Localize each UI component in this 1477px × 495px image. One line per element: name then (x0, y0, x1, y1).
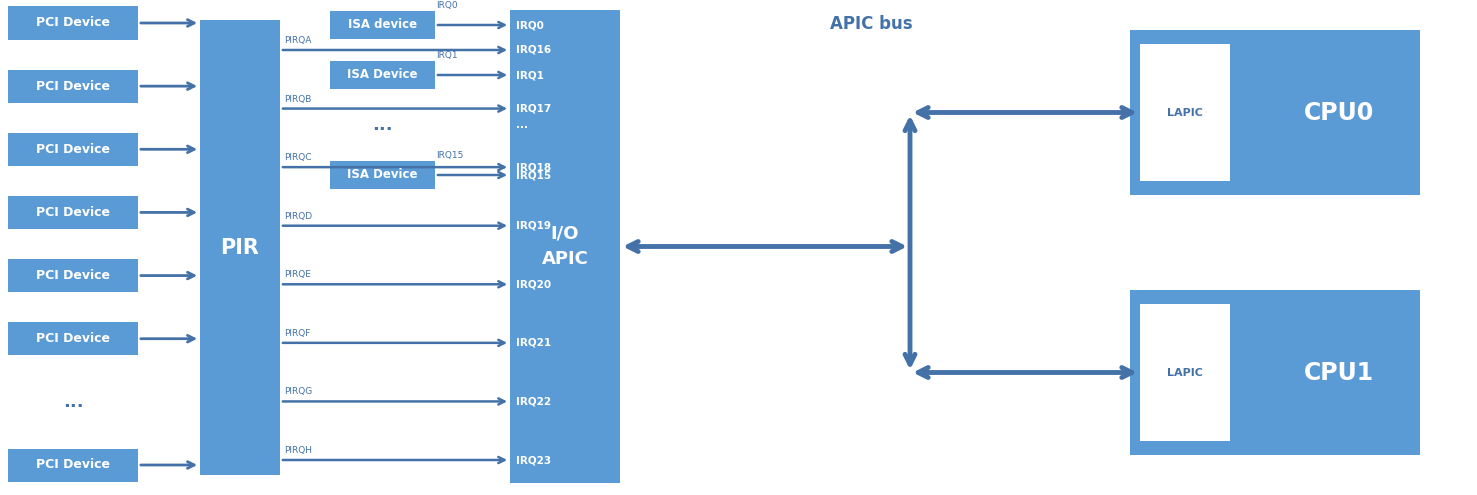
Text: ...: ... (515, 120, 527, 130)
Text: ISA Device: ISA Device (347, 168, 418, 182)
Text: PIRQF: PIRQF (284, 329, 310, 338)
Text: IRQ19: IRQ19 (515, 221, 551, 231)
Text: CPU0: CPU0 (1304, 100, 1374, 125)
Text: IRQ16: IRQ16 (515, 45, 551, 55)
Text: PIR: PIR (220, 238, 260, 257)
Text: CPU1: CPU1 (1304, 360, 1374, 385)
Bar (7, 322, 137, 355)
Text: LAPIC: LAPIC (1167, 367, 1202, 378)
Text: IRQ0: IRQ0 (515, 20, 544, 30)
Text: ...: ... (372, 116, 393, 134)
Text: IRQ0: IRQ0 (436, 1, 458, 10)
Bar (7, 448, 137, 482)
Text: IRQ15: IRQ15 (515, 170, 551, 180)
Text: PCI Device: PCI Device (35, 206, 109, 219)
Bar (1140, 44, 1230, 181)
Bar (7, 133, 137, 166)
Bar (1140, 304, 1230, 441)
Text: PIRQA: PIRQA (284, 36, 312, 45)
Text: PIRQG: PIRQG (284, 388, 312, 396)
Bar (1130, 290, 1419, 455)
Text: IRQ1: IRQ1 (515, 70, 544, 80)
Text: PIRQH: PIRQH (284, 446, 312, 455)
Text: PCI Device: PCI Device (35, 143, 109, 156)
Text: IRQ21: IRQ21 (515, 338, 551, 348)
Text: IRQ15: IRQ15 (436, 151, 464, 160)
Text: ISA device: ISA device (349, 18, 417, 32)
Text: ISA Device: ISA Device (347, 68, 418, 82)
Text: PCI Device: PCI Device (35, 16, 109, 30)
Text: IRQ1: IRQ1 (436, 51, 458, 60)
Bar (7, 6, 137, 40)
Text: PIRQC: PIRQC (284, 153, 312, 162)
Bar (329, 11, 436, 39)
Text: PIRQD: PIRQD (284, 212, 312, 221)
Text: PCI Device: PCI Device (35, 332, 109, 345)
Bar (329, 61, 436, 89)
Text: PIRQE: PIRQE (284, 270, 310, 279)
Text: PIRQB: PIRQB (284, 95, 312, 103)
Bar (1130, 30, 1419, 195)
Text: IRQ23: IRQ23 (515, 455, 551, 465)
Bar (510, 10, 620, 483)
Bar (329, 161, 436, 189)
Bar (7, 259, 137, 292)
Bar (7, 70, 137, 102)
Text: IRQ20: IRQ20 (515, 279, 551, 289)
Text: IRQ22: IRQ22 (515, 396, 551, 406)
Text: PCI Device: PCI Device (35, 269, 109, 282)
Text: APIC bus: APIC bus (830, 15, 913, 33)
Bar (199, 20, 281, 475)
Text: LAPIC: LAPIC (1167, 107, 1202, 117)
Text: PCI Device: PCI Device (35, 458, 109, 472)
Text: IRQ18: IRQ18 (515, 162, 551, 172)
Text: ...: ... (62, 393, 83, 411)
Text: PCI Device: PCI Device (35, 80, 109, 93)
Text: IRQ17: IRQ17 (515, 103, 551, 113)
Text: I/O
APIC: I/O APIC (542, 225, 588, 268)
Bar (7, 196, 137, 229)
